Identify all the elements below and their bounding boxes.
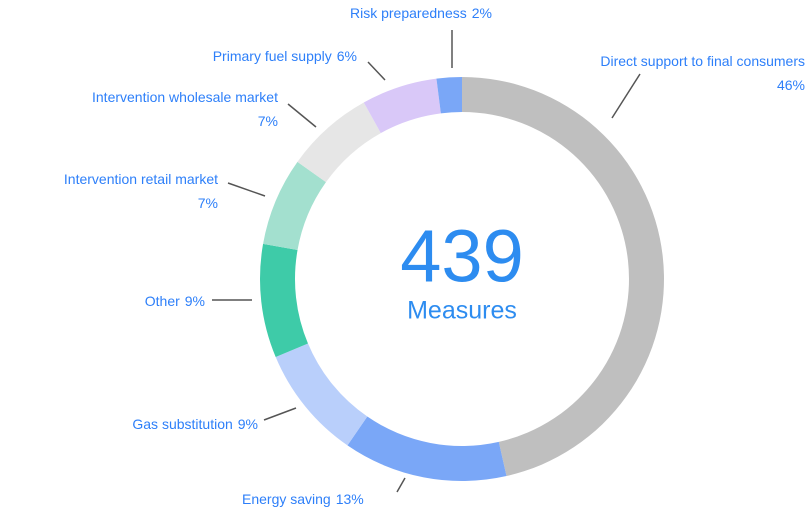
label-name: Other — [145, 293, 180, 309]
leader-line — [396, 477, 406, 493]
donut-segment — [363, 78, 441, 134]
segment-label: Intervention retail market 7% — [64, 171, 218, 211]
donut-segment — [297, 102, 381, 183]
donut-segment — [275, 343, 368, 446]
segment-label: Energy saving 13% — [242, 491, 364, 507]
label-name: Gas substitution — [132, 416, 232, 432]
label-value: 9% — [185, 293, 205, 309]
segment-label: Gas substitution 9% — [132, 416, 258, 432]
segment-label: Direct support to final consumers 46% — [600, 53, 805, 93]
donut-segment — [436, 77, 462, 114]
leader-line — [367, 61, 386, 81]
leader-line — [611, 73, 641, 119]
leader-line — [287, 103, 317, 128]
donut-segment — [347, 416, 507, 481]
segment-label: Risk preparedness 2% — [350, 5, 492, 21]
leader-line — [263, 407, 297, 421]
leader-line — [227, 182, 266, 197]
label-name: Intervention wholesale market — [92, 89, 278, 105]
label-value: 7% — [258, 113, 278, 129]
label-value: 13% — [336, 491, 364, 507]
label-value: 7% — [198, 195, 218, 211]
label-value: 6% — [337, 48, 357, 64]
label-value: 9% — [238, 416, 258, 432]
segment-label: Intervention wholesale market 7% — [92, 89, 278, 129]
label-name: Primary fuel supply — [213, 48, 332, 64]
segment-label: Primary fuel supply 6% — [213, 48, 357, 64]
label-value: 2% — [472, 5, 492, 21]
center-value: 439 — [400, 215, 523, 298]
segment-label: Other 9% — [145, 293, 205, 309]
label-name: Intervention retail market — [64, 171, 218, 187]
donut-segment — [462, 77, 664, 477]
label-name: Energy saving — [242, 491, 331, 507]
donut-segment — [260, 243, 308, 358]
label-name: Risk preparedness — [350, 5, 467, 21]
label-value: 46% — [777, 77, 805, 93]
label-name: Direct support to final consumers — [600, 53, 805, 69]
center-label: Measures — [407, 297, 517, 325]
donut-segment — [263, 161, 326, 251]
